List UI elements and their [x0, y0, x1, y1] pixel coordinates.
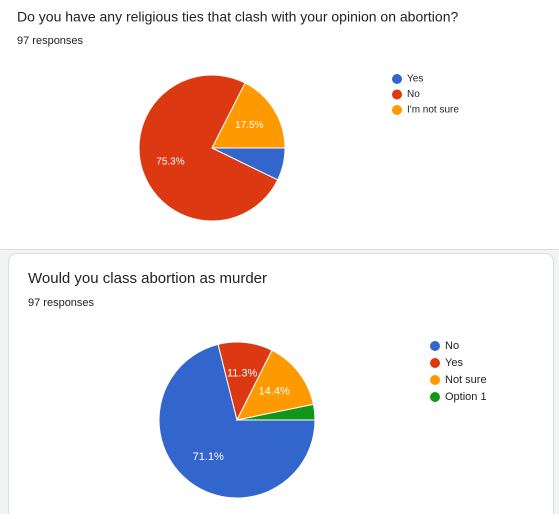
response-count: 97 responses [28, 297, 95, 309]
legend-label: No [407, 89, 420, 100]
legend-label: Option 1 [445, 391, 487, 403]
pie-slice [211, 82, 286, 149]
slice-label: 11.3% [227, 367, 258, 379]
response-count: 97 responses [17, 35, 84, 47]
slice-label: 14.4% [259, 385, 290, 397]
legend-label: I'm not sure [407, 105, 459, 116]
legend-label: Yes [445, 357, 463, 369]
pie-slice [158, 343, 316, 499]
pie-slice [138, 74, 279, 222]
slice-label: 71.1% [193, 451, 224, 463]
legend-marker [430, 392, 440, 402]
legend-label: Not sure [445, 374, 487, 386]
slice-label: 17.5% [235, 120, 263, 131]
legend-marker [430, 358, 440, 368]
legend-marker [392, 89, 402, 100]
legend-marker [392, 105, 402, 115]
chart-title: Do you have any religious ties that clas… [17, 9, 458, 25]
legend-marker [430, 375, 440, 385]
legend-marker [430, 341, 440, 351]
legend-label: No [445, 340, 459, 352]
legend-marker [392, 74, 402, 84]
slice-label: 75.3% [156, 157, 184, 168]
legend-label: Yes [407, 74, 423, 85]
chart-title: Would you class abortion as murder [28, 270, 267, 287]
pie-slice [236, 349, 315, 421]
pie-slice [236, 403, 316, 421]
